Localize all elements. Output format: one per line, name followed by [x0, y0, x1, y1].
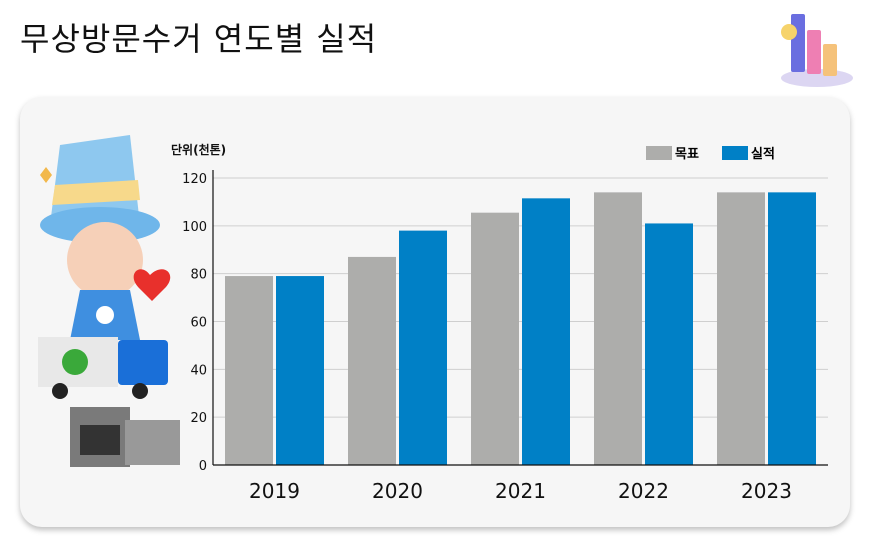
- x-tick-label: 2023: [741, 479, 792, 503]
- bar-actual-2022: [645, 223, 693, 465]
- x-tick-label: 2019: [249, 479, 300, 503]
- y-tick-label: 20: [190, 411, 207, 426]
- page-title: 무상방문수거 연도별 실적: [20, 20, 378, 58]
- y-tick-label: 80: [190, 268, 207, 283]
- unit-label: 단위(천톤): [171, 143, 227, 157]
- legend-swatch-actual: [722, 145, 748, 160]
- legend-swatch-target: [646, 145, 672, 160]
- bar-chart-icon: [781, 14, 853, 87]
- bar-actual-2020: [399, 230, 447, 465]
- bar-target-2023: [717, 192, 765, 465]
- bar-actual-2019: [276, 276, 324, 465]
- bar-target-2020: [348, 256, 396, 465]
- y-tick-label: 40: [190, 363, 207, 378]
- legend-item-actual: 실적: [722, 143, 775, 162]
- legend-label-target: 목표: [675, 147, 699, 162]
- bar-target-2019: [225, 276, 273, 465]
- legend-label-actual: 실적: [751, 147, 775, 162]
- y-tick-label: 0: [199, 459, 207, 474]
- bar-target-2021: [471, 212, 519, 465]
- bar-target-2022: [594, 192, 642, 465]
- y-tick-label: 60: [190, 316, 207, 331]
- y-tick-label: 100: [182, 220, 207, 235]
- wizard-mascot-illustration: [38, 135, 180, 467]
- x-tick-label: 2021: [495, 479, 546, 503]
- bar-actual-2023: [768, 192, 816, 465]
- legend-item-target: 목표: [646, 143, 699, 162]
- x-tick-label: 2020: [372, 479, 423, 503]
- bar-actual-2021: [522, 198, 570, 465]
- x-tick-label: 2022: [618, 479, 669, 503]
- y-tick-label: 120: [182, 172, 207, 187]
